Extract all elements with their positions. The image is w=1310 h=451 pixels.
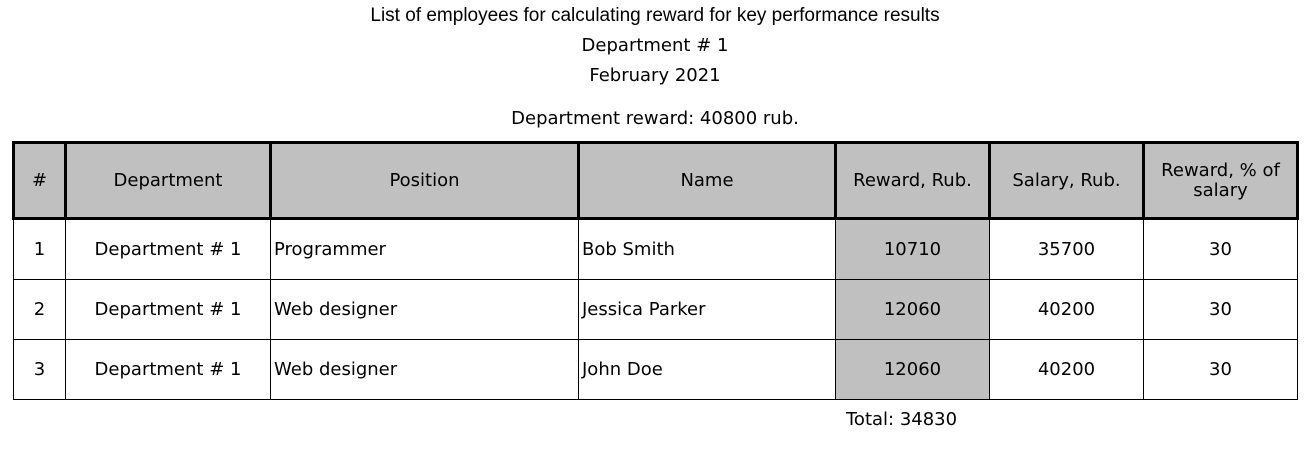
cell-salary: 35700 bbox=[989, 218, 1144, 280]
cell-name: John Doe bbox=[578, 339, 836, 400]
column-header-department: Department bbox=[64, 141, 272, 220]
report-department: Department # 1 bbox=[581, 35, 729, 56]
cell-reward-percent: 30 bbox=[1143, 218, 1298, 280]
cell-position: Programmer bbox=[270, 218, 579, 280]
cell-salary: 40200 bbox=[989, 279, 1144, 340]
table-row: 2 Department # 1 Web designer Jessica Pa… bbox=[13, 279, 1298, 340]
column-header-reward: Reward, Rub. bbox=[834, 141, 991, 220]
cell-position: Web designer bbox=[270, 339, 579, 400]
table-row: 3 Department # 1 Web designer John Doe 1… bbox=[13, 339, 1298, 400]
column-header-position: Position bbox=[269, 141, 580, 220]
cell-name: Bob Smith bbox=[578, 218, 836, 280]
cell-number: 1 bbox=[13, 218, 66, 280]
cell-name: Jessica Parker bbox=[578, 279, 836, 340]
employee-table: # Department Position Name Reward, Rub. … bbox=[12, 141, 1299, 400]
cell-reward: 12060 bbox=[835, 339, 990, 400]
column-header-number: # bbox=[12, 141, 67, 220]
table-header-row: # Department Position Name Reward, Rub. … bbox=[12, 141, 1299, 220]
report-period: February 2021 bbox=[589, 65, 721, 86]
table-row: 1 Department # 1 Programmer Bob Smith 10… bbox=[13, 218, 1298, 280]
cell-reward-percent: 30 bbox=[1143, 339, 1298, 400]
column-header-reward-percent: Reward, % of salary bbox=[1142, 141, 1299, 220]
cell-position: Web designer bbox=[270, 279, 579, 340]
cell-department: Department # 1 bbox=[65, 279, 271, 340]
cell-number: 2 bbox=[13, 279, 66, 340]
cell-reward: 12060 bbox=[835, 279, 990, 340]
cell-reward-percent: 30 bbox=[1143, 279, 1298, 340]
report-title: List of employees for calculating reward… bbox=[370, 5, 940, 26]
reward-total: Total: 34830 bbox=[846, 409, 958, 430]
department-reward: Department reward: 40800 rub. bbox=[511, 108, 799, 129]
cell-number: 3 bbox=[13, 339, 66, 400]
cell-reward: 10710 bbox=[835, 218, 990, 280]
column-header-name: Name bbox=[577, 141, 837, 220]
cell-salary: 40200 bbox=[989, 339, 1144, 400]
column-header-salary: Salary, Rub. bbox=[988, 141, 1145, 220]
cell-department: Department # 1 bbox=[65, 218, 271, 280]
cell-department: Department # 1 bbox=[65, 339, 271, 400]
